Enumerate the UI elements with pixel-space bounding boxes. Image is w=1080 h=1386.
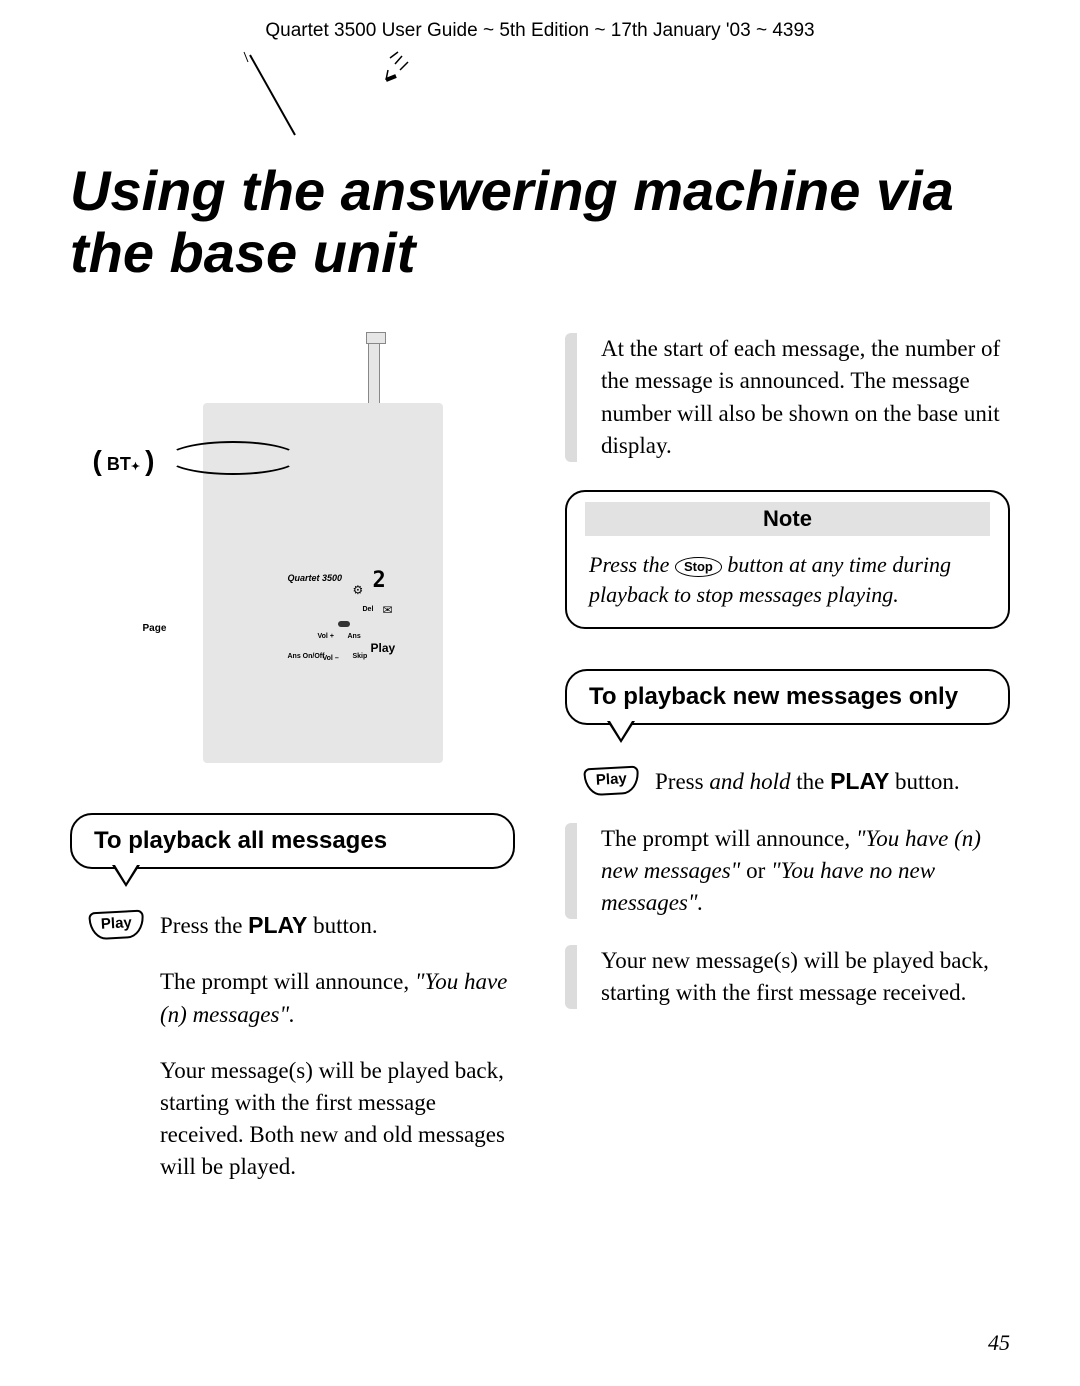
play-icon: Play xyxy=(583,766,639,797)
decorative-strokes xyxy=(70,50,1010,140)
doc-header: Quartet 3500 User Guide ~ 5th Edition ~ … xyxy=(70,20,1010,42)
device-illustration: ( BT✦ ) Page Quartet 3500 2 ⚙ ✉ Del Vol … xyxy=(123,333,463,773)
right-step-3: Your new message(s) will be played back,… xyxy=(565,945,1010,1009)
right-step-2: The prompt will announce, "You have (n) … xyxy=(565,823,1010,920)
play-icon: Play xyxy=(88,910,144,941)
text: button. xyxy=(307,913,377,938)
text: The prompt will announce, xyxy=(160,969,415,994)
text: button. xyxy=(889,769,959,794)
callout-playback-new: To playback new messages only xyxy=(565,669,1010,725)
callout-playback-all: To playback all messages xyxy=(70,813,515,869)
play-label: PLAY xyxy=(830,768,889,794)
play-label: PLAY xyxy=(248,912,307,938)
text: or xyxy=(740,858,771,883)
text: and hold xyxy=(709,769,790,794)
left-step-1: Play Press the PLAY button. xyxy=(70,909,515,942)
left-step-2: The prompt will announce, "You have (n) … xyxy=(70,966,515,1030)
note-box: Note Press the Stop button at any time d… xyxy=(565,490,1010,629)
text: Press the xyxy=(589,552,675,577)
left-step-3: Your message(s) will be played back, sta… xyxy=(70,1055,515,1184)
text: the xyxy=(790,769,830,794)
right-intro: At the start of each message, the number… xyxy=(565,333,1010,462)
text: Press the xyxy=(160,913,248,938)
left-column: ( BT✦ ) Page Quartet 3500 2 ⚙ ✉ Del Vol … xyxy=(70,333,515,1207)
stop-icon: Stop xyxy=(675,557,722,577)
text: The prompt will announce, xyxy=(601,826,856,851)
page-number: 45 xyxy=(988,1330,1010,1356)
page-title: Using the answering machine via the base… xyxy=(70,160,1010,283)
right-step-1: Play Press and hold the PLAY button. xyxy=(565,765,1010,798)
text: Press xyxy=(655,769,709,794)
right-column: At the start of each message, the number… xyxy=(565,333,1010,1207)
note-title: Note xyxy=(585,502,990,536)
